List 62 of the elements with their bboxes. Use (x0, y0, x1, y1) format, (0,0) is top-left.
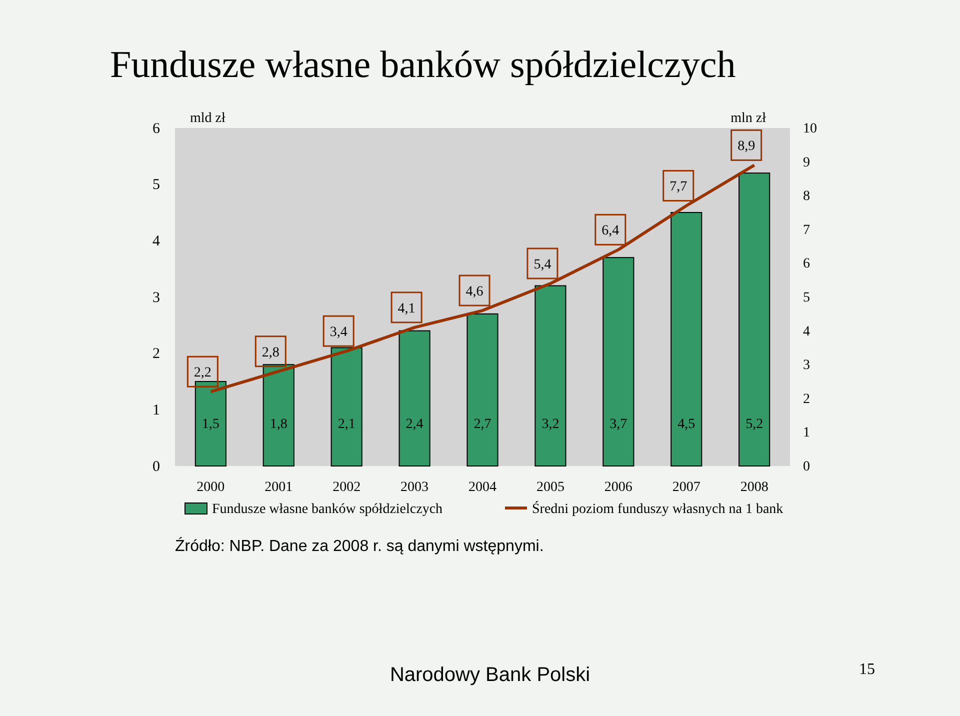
x-tick-label: 2006 (604, 480, 632, 495)
x-tick-label: 2004 (468, 480, 496, 495)
bar (330, 347, 362, 466)
y-tick-label: 0 (152, 458, 160, 475)
x-tick-label: 2003 (400, 480, 429, 495)
y-tick-label: 1 (152, 402, 160, 418)
x-tick-label: 2007 (672, 480, 700, 495)
y-tick-label: 2 (152, 346, 160, 362)
data-label: 5,4 (534, 257, 552, 272)
y2-tick-label: 8 (803, 189, 810, 204)
bar (738, 172, 770, 466)
x-tick-label: 2002 (332, 480, 361, 495)
y-tick-label: 4 (152, 233, 160, 250)
data-label: 8,9 (738, 139, 756, 154)
legend-label: Średni poziom funduszy własnych na 1 bank (532, 500, 784, 517)
bar (398, 330, 430, 466)
data-label: 2,8 (262, 345, 280, 360)
y-tick-label: 5 (152, 177, 160, 194)
y2-tick-label: 3 (803, 358, 810, 374)
bar (466, 313, 498, 466)
text: Źródło: NBP. Dane za 2008 r. są danymi wstępnymi. (175, 537, 544, 555)
data-label: 2,1 (338, 417, 356, 432)
x-tick-label: 2000 (196, 480, 225, 495)
text: 15 (859, 661, 875, 678)
y2-tick-label: 1 (803, 426, 810, 441)
bar (670, 212, 702, 466)
x-tick-label: 2005 (536, 480, 564, 495)
text: Narodowy Bank Polski (390, 664, 590, 686)
y2-tick-label: 9 (803, 155, 810, 170)
y2-tick-label: 10 (803, 121, 817, 136)
x-tick-label: 2008 (740, 480, 768, 495)
data-label: 6,4 (602, 224, 620, 239)
y2-tick-label: 6 (803, 256, 810, 272)
data-label: 1,8 (270, 417, 288, 432)
chart-title: Fundusze własne banków spółdzielczych (110, 44, 736, 86)
bar (194, 381, 226, 466)
y2-tick-label: 5 (803, 290, 810, 306)
data-label: 2,4 (406, 417, 424, 432)
data-label: 3,4 (330, 325, 348, 340)
y2-axis-title: mln zł (730, 111, 766, 126)
data-label: 5,2 (746, 417, 764, 432)
y-axis-title: mld zł (190, 111, 226, 126)
x-tick-label: 2001 (264, 480, 293, 495)
data-label: 4,5 (678, 417, 696, 432)
data-label: 4,1 (398, 301, 416, 316)
y2-tick-label: 7 (803, 222, 810, 238)
data-label: 7,7 (670, 180, 688, 195)
y-tick-label: 6 (152, 120, 160, 137)
legend-label: Fundusze własne banków spółdzielczych (212, 502, 443, 517)
y-tick-label: 3 (152, 290, 160, 306)
y2-tick-label: 2 (803, 392, 810, 407)
data-label: 1,5 (202, 417, 220, 432)
y2-tick-label: 0 (803, 459, 810, 474)
data-label: 4,6 (466, 284, 484, 300)
data-label: 3,2 (542, 417, 560, 432)
bar (602, 257, 634, 466)
y2-tick-label: 4 (803, 324, 810, 340)
bar (262, 364, 294, 466)
data-label: 2,2 (194, 366, 212, 381)
data-label: 3,7 (610, 417, 628, 432)
bar (534, 285, 566, 466)
data-label: 2,7 (474, 417, 492, 432)
